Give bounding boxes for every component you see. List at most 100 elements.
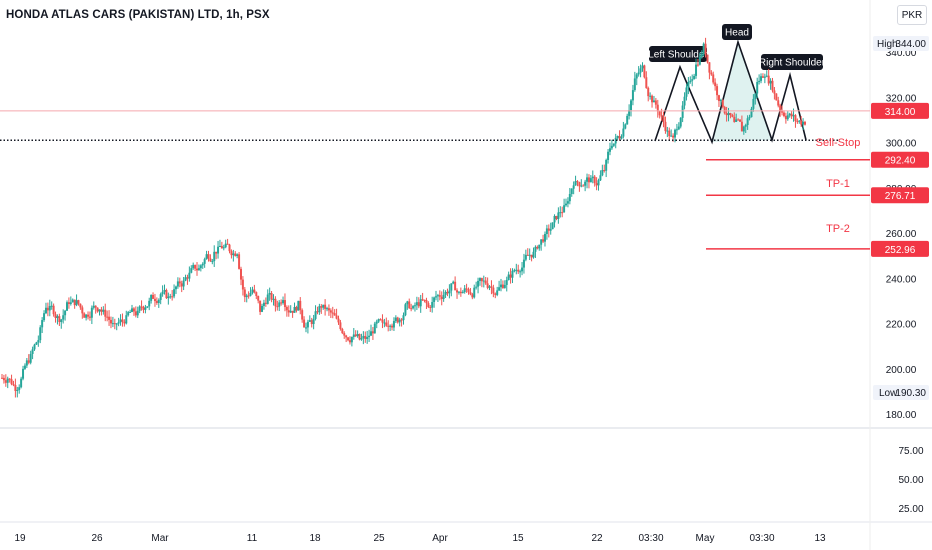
candle-body [796, 121, 799, 123]
pattern-layer: Left Shoulder Head Right Shoulder [648, 24, 826, 145]
candle-body [415, 302, 418, 306]
candle-body [568, 194, 571, 202]
candle-body [209, 258, 212, 262]
candle-body [760, 76, 763, 81]
candle-body [73, 299, 76, 306]
candle-body [186, 277, 189, 279]
x-tick-label: 03:30 [638, 533, 663, 544]
candle-body [274, 298, 277, 307]
candle-body [259, 300, 262, 312]
candle-body [574, 181, 577, 186]
candle-body [605, 159, 608, 171]
candle-body [802, 121, 805, 125]
candle-body [121, 319, 124, 322]
chart-title: HONDA ATLAS CARS (PAKISTAN) LTD, 1h, PSX [6, 9, 270, 21]
candle-body [417, 302, 420, 307]
candle-body [350, 336, 353, 343]
candle-body [672, 135, 675, 138]
candle-body [293, 307, 296, 313]
candle-body [763, 76, 766, 78]
candle-body [194, 264, 197, 269]
candle-body [396, 317, 399, 323]
candle-body [670, 135, 673, 137]
candle-body [695, 64, 698, 76]
candle-body [398, 319, 401, 323]
candle-body [100, 309, 103, 312]
pattern-label: Head [725, 28, 749, 39]
candle-body [767, 75, 770, 84]
candle-body [389, 325, 392, 327]
volume-axis: 75.00 50.00 25.00 [898, 446, 923, 515]
candle-body [530, 254, 533, 258]
candle-body [46, 307, 49, 311]
candle-body [4, 380, 7, 383]
volume-tick-label: 25.00 [898, 504, 923, 515]
candle-body [696, 64, 699, 66]
candle-body [746, 118, 749, 125]
candle-body [440, 296, 443, 300]
candle-body [239, 268, 242, 280]
x-tick-label: 15 [512, 533, 524, 544]
candle-body [645, 77, 648, 88]
candle-body [572, 185, 575, 189]
candle-body [176, 281, 179, 287]
candle-body [800, 120, 803, 125]
candle-body [784, 115, 787, 120]
candle-body [18, 387, 21, 390]
candle-body [716, 86, 719, 96]
candle-body [148, 300, 151, 307]
candle-body [727, 113, 730, 116]
candle-body [29, 353, 32, 363]
candle-body [607, 151, 610, 160]
candle-body [687, 82, 690, 88]
candle-body [8, 378, 11, 380]
candle-body [360, 338, 363, 340]
candle-body [358, 334, 361, 340]
x-tick-label: Mar [151, 533, 169, 544]
candle-body [620, 136, 623, 139]
candle-body [557, 212, 560, 220]
candle-body [637, 72, 640, 75]
candle-body [127, 312, 130, 316]
candle-body [173, 289, 176, 297]
candle-body [610, 145, 613, 149]
candle-body [538, 244, 541, 249]
candle-body [44, 307, 47, 314]
candle-body [494, 293, 497, 295]
candle-body [781, 110, 784, 113]
candle-body [484, 280, 487, 284]
candle-body [364, 335, 367, 339]
candle-body [337, 318, 340, 323]
candle-body [559, 212, 562, 214]
candle-body [77, 300, 80, 304]
y-tick-label: 240.00 [886, 274, 917, 285]
candle-body [543, 234, 546, 242]
candle-body [582, 185, 585, 187]
low-label: Low [879, 388, 898, 399]
candle-body [131, 308, 134, 312]
candle-body [37, 340, 40, 343]
candle-body [245, 295, 248, 298]
candle-body [488, 286, 491, 288]
candle-body [188, 272, 191, 279]
candle-body [119, 319, 122, 323]
candle-body [706, 54, 709, 63]
candle-body [723, 107, 726, 114]
candle-body [280, 302, 283, 304]
currency-badge[interactable]: PKR [897, 5, 927, 25]
candle-body [241, 279, 244, 290]
candle-body [522, 259, 525, 268]
x-tick-label: 22 [591, 533, 603, 544]
candle-body [519, 271, 522, 273]
candle-body [54, 314, 57, 318]
candle-body [387, 325, 390, 327]
candle-body [673, 129, 676, 138]
candle-body [626, 115, 629, 125]
candle-body [25, 360, 28, 366]
candle-body [693, 75, 696, 80]
candle-body [199, 265, 202, 269]
candle-body [742, 126, 745, 132]
